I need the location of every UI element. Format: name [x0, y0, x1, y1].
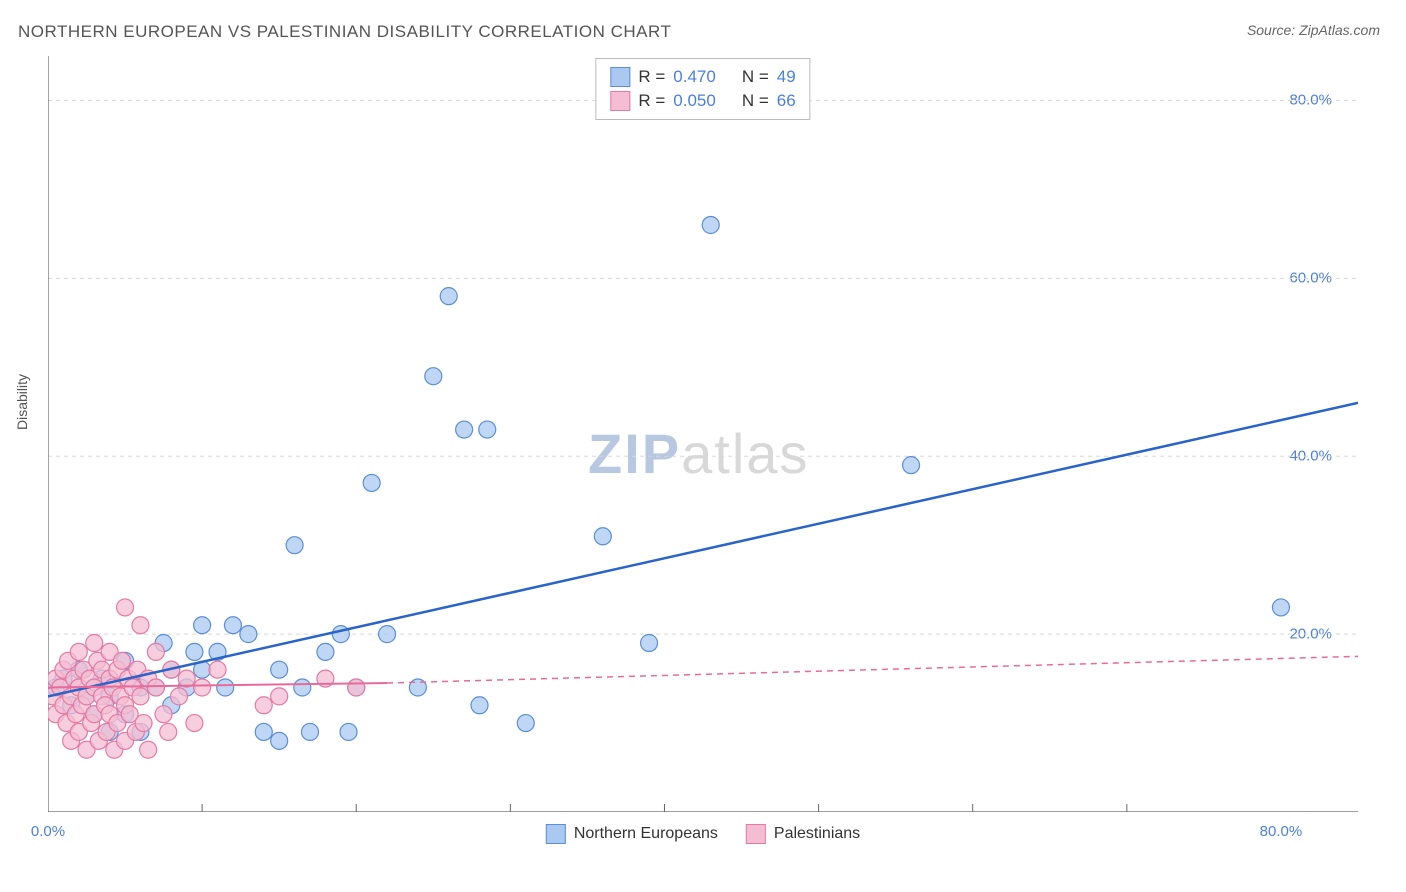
- scatter-plot-svg: [48, 56, 1358, 812]
- legend-item-northern-europeans: Northern Europeans: [546, 824, 718, 844]
- legend-label: Palestinians: [774, 825, 860, 843]
- r-value: 0.470: [673, 67, 716, 87]
- legend-label: Northern Europeans: [574, 825, 718, 843]
- n-label: N =: [742, 67, 769, 87]
- source-attribution: Source: ZipAtlas.com: [1247, 22, 1380, 38]
- legend-item-palestinians: Palestinians: [746, 824, 860, 844]
- series-legend: Northern Europeans Palestinians: [546, 824, 860, 844]
- legend-row-series-1: R = 0.470 N = 49: [610, 65, 795, 89]
- x-axis-tick-label: 80.0%: [1260, 823, 1303, 840]
- n-value: 66: [777, 91, 796, 111]
- legend-swatch-blue: [546, 824, 566, 844]
- n-value: 49: [777, 67, 796, 87]
- r-label: R =: [638, 67, 665, 87]
- r-value: 0.050: [673, 91, 716, 111]
- r-label: R =: [638, 91, 665, 111]
- chart-title: NORTHERN EUROPEAN VS PALESTINIAN DISABIL…: [18, 22, 671, 42]
- legend-swatch-pink: [610, 91, 630, 111]
- chart-plot-area: ZIPatlas R = 0.470 N = 49 R = 0.050 N = …: [48, 56, 1358, 812]
- x-axis-tick-label: 0.0%: [31, 823, 65, 840]
- legend-swatch-pink: [746, 824, 766, 844]
- legend-swatch-blue: [610, 67, 630, 87]
- n-label: N =: [742, 91, 769, 111]
- correlation-legend-box: R = 0.470 N = 49 R = 0.050 N = 66: [595, 58, 810, 120]
- y-axis-label: Disability: [14, 374, 30, 430]
- legend-row-series-2: R = 0.050 N = 66: [610, 89, 795, 113]
